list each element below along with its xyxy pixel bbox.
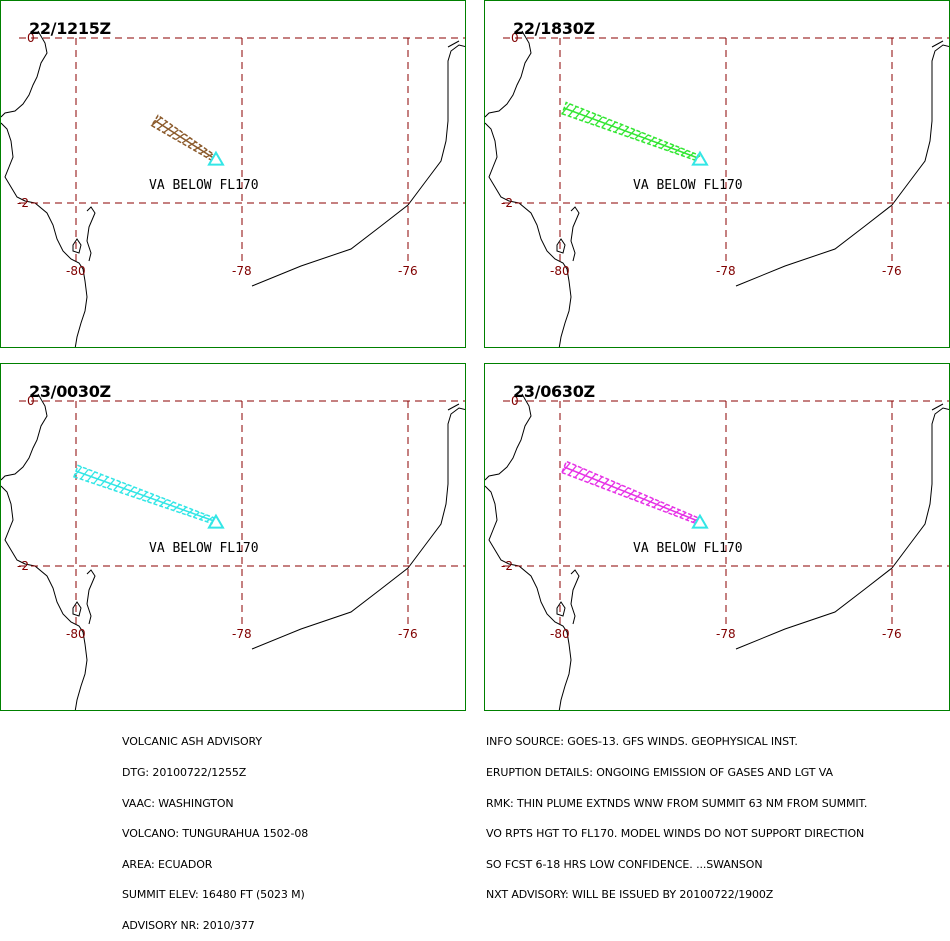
panel-time-label: 23/0030Z [29, 382, 111, 401]
lat-tick-label: -2 [17, 196, 29, 210]
advisory-line: SO FCST 6-18 HRS LOW CONFIDENCE. ...SWAN… [486, 857, 763, 871]
volcano-triangle-icon [691, 150, 709, 166]
volcano-triangle-icon [207, 150, 225, 166]
volcano-triangle-icon [207, 513, 225, 529]
lon-tick-label: -80 [550, 264, 570, 278]
advisory-line: VAAC: WASHINGTON [122, 796, 234, 810]
advisory-line: SUMMIT ELEV: 16480 FT (5023 M) [122, 888, 305, 902]
advisory-line: VOLCANIC ASH ADVISORY [122, 735, 263, 749]
lon-tick-label: -78 [232, 264, 252, 278]
map-panel-4: -80 -78 -76 0 -2 VA BELOW FL170 23/0630Z [484, 363, 950, 711]
lon-tick-label: -76 [398, 264, 418, 278]
volcano-triangle-icon [691, 513, 709, 529]
lon-tick-label: -76 [882, 264, 902, 278]
va-label: VA BELOW FL170 [633, 178, 743, 193]
lat-tick-label: 0 [511, 31, 519, 45]
lon-tick-label: -80 [66, 627, 86, 641]
lat-tick-label: 0 [27, 394, 35, 408]
coastline-west [1, 30, 96, 347]
lon-tick-label: -78 [716, 627, 736, 641]
map-panel-3: -80 -78 -76 0 -2 VA BELOW FL170 23/0030Z [0, 363, 466, 711]
coastline-east [735, 403, 949, 650]
advisory-line: ERUPTION DETAILS: ONGOING EMISSION OF GA… [486, 766, 833, 779]
plume-axis [154, 119, 214, 159]
map-canvas: -80 -78 -76 0 -2 VA BELOW FL170 [1, 30, 465, 347]
panel-time-label: 22/1830Z [513, 19, 595, 38]
coastline-east [735, 40, 949, 287]
coastline-east [251, 40, 465, 287]
lat-tick-label: 0 [27, 31, 35, 45]
map-panel-2: -80 -78 -76 0 -2 VA BELOW FL170 22/1830Z [484, 0, 950, 348]
plume-axis [75, 470, 214, 522]
map-panel-1: -80 -78 -76 0 -2 VA BELOW FL170 22/1215Z [0, 0, 466, 348]
coastline-east [251, 403, 465, 650]
coastline-west [485, 393, 580, 710]
lat-tick-label: 0 [511, 394, 519, 408]
lat-tick-label: -2 [17, 559, 29, 573]
coastline-west [1, 393, 96, 710]
advisory-line: INFO SOURCE: GOES-13. GFS WINDS. GEOPHYS… [486, 735, 798, 749]
lon-tick-label: -76 [882, 627, 902, 641]
advisory-left-text: VOLCANIC ASH ADVISORY DTG: 20100722/1255… [122, 717, 308, 941]
lat-tick-label: -2 [501, 196, 513, 210]
panel-time-label: 22/1215Z [29, 19, 111, 38]
lat-tick-label: -2 [501, 559, 513, 573]
va-label: VA BELOW FL170 [149, 178, 259, 193]
advisory-line: RMK: THIN PLUME EXTNDS WNW FROM SUMMIT 6… [486, 796, 868, 810]
advisory-line: ADVISORY NR: 2010/377 [122, 918, 255, 932]
plume-axis [563, 466, 698, 522]
advisory-line: NXT ADVISORY: WILL BE ISSUED BY 20100722… [486, 888, 774, 902]
lon-tick-label: -80 [66, 264, 86, 278]
ash-plume-outline [560, 460, 700, 525]
map-canvas: -80 -78 -76 0 -2 VA BELOW FL170 [485, 30, 949, 347]
map-canvas: -80 -78 -76 0 -2 VA BELOW FL170 [485, 393, 949, 710]
lon-tick-label: -80 [550, 627, 570, 641]
lon-tick-label: -78 [716, 264, 736, 278]
lon-tick-label: -78 [232, 627, 252, 641]
va-label: VA BELOW FL170 [633, 541, 743, 556]
va-label: VA BELOW FL170 [149, 541, 259, 556]
ash-plume-outline [561, 101, 699, 162]
coastline-west [485, 30, 580, 347]
advisory-line: VOLCANO: TUNGURAHUA 1502-08 [122, 827, 309, 841]
advisory-line: DTG: 20100722/1255Z [122, 766, 247, 779]
map-canvas: -80 -78 -76 0 -2 VA BELOW FL170 [1, 393, 465, 710]
plume-axis [563, 107, 698, 159]
advisory-right-text: INFO SOURCE: GOES-13. GFS WINDS. GEOPHYS… [486, 717, 867, 911]
panel-time-label: 23/0630Z [513, 382, 595, 401]
advisory-line: AREA: ECUADOR [122, 857, 213, 871]
lon-tick-label: -76 [398, 627, 418, 641]
advisory-line: VO RPTS HGT TO FL170. MODEL WINDS DO NOT… [486, 827, 865, 841]
